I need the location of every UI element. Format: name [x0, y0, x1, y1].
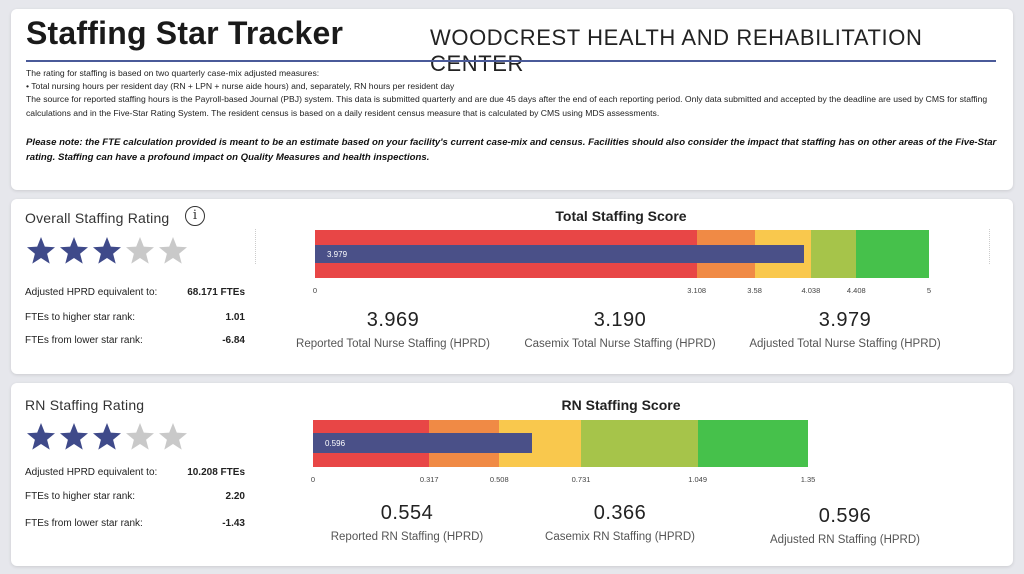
- metric-label: Reported RN Staffing (HPRD): [330, 531, 484, 543]
- reported-total-metric: 3.969 Reported Total Nurse Staffing (HPR…: [296, 309, 490, 350]
- actual-score-bar: 3.979: [315, 245, 804, 263]
- metric-value: 3.979: [818, 309, 872, 331]
- score-band: [697, 420, 808, 467]
- stat-value: 10.208 FTEs: [187, 467, 245, 478]
- rn-staffing-score-title: RN Staffing Score: [561, 397, 681, 413]
- star-empty-icon: [159, 237, 187, 264]
- stat-value: -6.84: [222, 335, 245, 346]
- actual-score-bar: 0.596: [313, 433, 532, 453]
- star-empty-icon: [159, 423, 187, 450]
- star-filled-icon: [60, 237, 88, 264]
- section-divider: [989, 229, 990, 264]
- stat-value: 2.20: [225, 491, 245, 502]
- score-tick-label: 4.038: [801, 286, 821, 295]
- metric-value: 3.190: [593, 309, 647, 331]
- actual-score-label: 0.596: [325, 438, 346, 448]
- description-line: The rating for staffing is based on two …: [26, 68, 320, 78]
- overall-staffing-rating-title: Overall Staffing Rating: [25, 210, 170, 226]
- star-empty-icon: [126, 423, 154, 450]
- metric-label: Casemix RN Staffing (HPRD): [545, 531, 695, 543]
- score-band: [856, 230, 929, 278]
- stat-value: -1.43: [222, 518, 245, 529]
- adjusted-total-metric: 3.979 Adjusted Total Nurse Staffing (HPR…: [749, 309, 940, 350]
- title-divider: [26, 60, 996, 62]
- star-filled-icon: [93, 237, 121, 264]
- score-tick-label: 3.58: [747, 286, 762, 295]
- casemix-rn-metric: 0.366 Casemix RN Staffing (HPRD): [545, 502, 695, 543]
- rn-staffing-rating-title: RN Staffing Rating: [25, 397, 145, 413]
- score-tick-label: 0.731: [571, 475, 591, 484]
- stat-label: FTEs to higher star rank:: [25, 312, 136, 323]
- adjusted-rn-metric: 0.596 Adjusted RN Staffing (HPRD): [770, 505, 920, 546]
- stat-label: Adjusted HPRD equivalent to:: [25, 287, 158, 298]
- info-icon[interactable]: i: [185, 206, 205, 226]
- page-title: Staffing Star Tracker: [26, 15, 344, 51]
- metric-value: 3.969: [366, 309, 420, 331]
- stat-label: FTEs to higher star rank:: [25, 491, 136, 502]
- metric-value: 0.366: [593, 502, 647, 524]
- star-empty-icon: [126, 237, 154, 264]
- stat-label: FTEs from lower star rank:: [25, 518, 143, 529]
- score-tick-label: 5: [926, 286, 932, 295]
- metric-label: Adjusted Total Nurse Staffing (HPRD): [749, 338, 941, 350]
- total-staffing-card: Overall Staffing Rating i Adjusted HPRD …: [11, 199, 1013, 374]
- star-rating: [25, 235, 189, 265]
- section-divider: [255, 229, 256, 264]
- star-filled-icon: [93, 423, 121, 450]
- score-band: [810, 230, 857, 278]
- star-filled-icon: [27, 237, 55, 264]
- star-rating: [25, 421, 189, 451]
- total-staffing-score-title: Total Staffing Score: [555, 208, 687, 224]
- metric-label: Reported Total Nurse Staffing (HPRD): [296, 338, 490, 350]
- score-tick-label: 0.508: [489, 475, 509, 484]
- score-tick-label: 3.108: [687, 286, 707, 295]
- fte-note: Please note: the FTE calculation provide…: [26, 137, 997, 163]
- score-band: [581, 420, 698, 467]
- reported-rn-metric: 0.554 Reported RN Staffing (HPRD): [331, 502, 484, 543]
- score-tick-label: 0.317: [419, 475, 439, 484]
- description-line: The source for reported staffing hours i…: [26, 94, 988, 118]
- stat-label: Adjusted HPRD equivalent to:: [25, 467, 158, 478]
- stat-label: FTEs from lower star rank:: [25, 335, 143, 346]
- casemix-total-metric: 3.190 Casemix Total Nurse Staffing (HPRD…: [524, 309, 715, 350]
- star-filled-icon: [27, 423, 55, 450]
- stat-value: 68.171 FTEs: [187, 287, 245, 298]
- rn-staffing-card: RN Staffing Rating Adjusted HPRD equival…: [11, 383, 1013, 566]
- metric-value: 0.596: [818, 505, 872, 527]
- star-filled-icon: [60, 423, 88, 450]
- stat-value: 1.01: [225, 312, 245, 323]
- score-tick-label: 1.35: [800, 475, 816, 484]
- metric-value: 0.554: [380, 502, 434, 524]
- actual-score-label: 3.979: [327, 249, 348, 259]
- description-text: The rating for staffing is based on two …: [26, 67, 1001, 120]
- score-tick-label: 0: [310, 475, 316, 484]
- description-line: • Total nursing hours per resident day (…: [26, 81, 455, 92]
- facility-name: WOODCREST HEALTH AND REHABILITATION CENT…: [430, 25, 923, 76]
- metric-label: Adjusted RN Staffing (HPRD): [770, 534, 920, 546]
- header-card: Staffing Star Tracker WOODCREST HEALTH A…: [11, 9, 1013, 190]
- metric-label: Casemix Total Nurse Staffing (HPRD): [524, 338, 716, 350]
- score-tick-label: 1.049: [688, 475, 708, 484]
- score-tick-label: 4.408: [846, 286, 866, 295]
- score-tick-label: 0: [312, 286, 318, 295]
